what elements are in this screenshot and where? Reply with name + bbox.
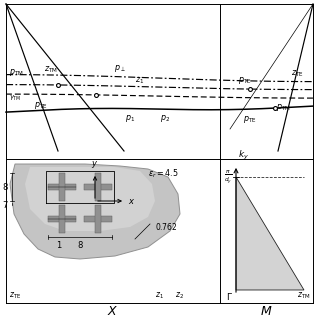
Text: $k_y$: $k_y$ bbox=[238, 149, 249, 162]
Polygon shape bbox=[10, 164, 180, 259]
Text: $z_1$: $z_1$ bbox=[155, 290, 164, 301]
Text: $p_{\mathrm{TM}}$: $p_{\mathrm{TM}}$ bbox=[276, 102, 291, 113]
Text: $\Gamma$: $\Gamma$ bbox=[226, 291, 233, 302]
Text: $0.762$: $0.762$ bbox=[155, 222, 177, 232]
Text: $p_{\perp}$: $p_{\perp}$ bbox=[114, 63, 126, 74]
Text: $z_1$: $z_1$ bbox=[135, 75, 145, 86]
Polygon shape bbox=[25, 167, 155, 231]
Text: $p_{\mathrm{TM}}$: $p_{\mathrm{TM}}$ bbox=[9, 67, 24, 78]
Text: $x$: $x$ bbox=[128, 197, 135, 205]
Text: $7$: $7$ bbox=[2, 198, 9, 210]
Polygon shape bbox=[236, 177, 304, 290]
Bar bbox=[84, 216, 112, 222]
Bar bbox=[59, 205, 65, 233]
Text: $\frac{\pi}{d_y}$: $\frac{\pi}{d_y}$ bbox=[224, 168, 232, 185]
Text: $p_{\mathrm{TE}}$: $p_{\mathrm{TE}}$ bbox=[34, 100, 48, 111]
Text: $p_{\mathrm{TE}}$: $p_{\mathrm{TE}}$ bbox=[243, 114, 257, 125]
Text: $p_2$: $p_2$ bbox=[160, 113, 170, 124]
Text: $M$: $M$ bbox=[260, 305, 273, 317]
Bar bbox=[95, 173, 101, 201]
Text: $z_{\mathrm{TM}}$: $z_{\mathrm{TM}}$ bbox=[44, 65, 58, 75]
Text: $z_2$: $z_2$ bbox=[175, 290, 184, 301]
Bar bbox=[48, 184, 76, 190]
Text: $8$: $8$ bbox=[77, 239, 83, 250]
Text: $p_{\mathrm{TE}}$: $p_{\mathrm{TE}}$ bbox=[238, 75, 252, 86]
Bar bbox=[59, 173, 65, 201]
Text: $8$: $8$ bbox=[2, 182, 9, 192]
Text: $1$: $1$ bbox=[56, 239, 62, 250]
Text: $\varepsilon_r = 4.5$: $\varepsilon_r = 4.5$ bbox=[148, 168, 179, 180]
Text: $z_{\mathrm{TE}}$: $z_{\mathrm{TE}}$ bbox=[291, 68, 304, 79]
Text: $X$: $X$ bbox=[107, 305, 119, 317]
Text: $z_{\mathrm{TM}}$: $z_{\mathrm{TM}}$ bbox=[297, 290, 310, 301]
Bar bbox=[48, 216, 76, 222]
Bar bbox=[84, 184, 112, 190]
Text: $z_{\mathrm{TE}}$: $z_{\mathrm{TE}}$ bbox=[9, 290, 21, 301]
Bar bbox=[95, 205, 101, 233]
Text: $y$: $y$ bbox=[91, 159, 99, 170]
Text: $\gamma_{\mathrm{TM}}$: $\gamma_{\mathrm{TM}}$ bbox=[9, 94, 21, 103]
Text: $p_1$: $p_1$ bbox=[125, 113, 135, 124]
